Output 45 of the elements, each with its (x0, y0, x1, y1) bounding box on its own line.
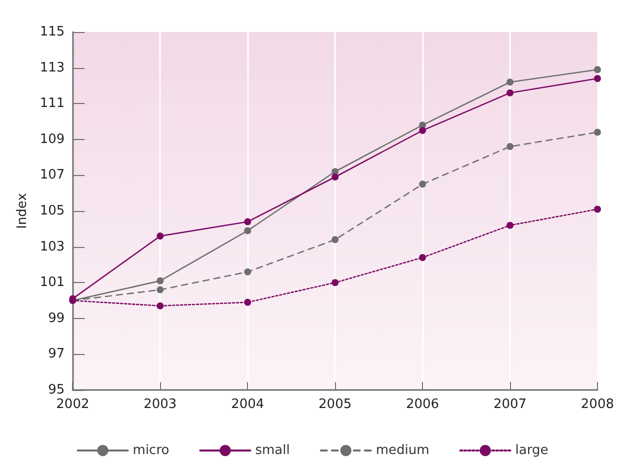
legend-label: micro (132, 443, 170, 458)
y-tick-label: 103 (40, 239, 65, 254)
point (156, 302, 164, 310)
point (594, 128, 601, 136)
x-tick-label: 2003 (144, 397, 177, 412)
legend-label: small (255, 443, 290, 458)
point (332, 279, 339, 286)
point (244, 268, 252, 276)
point (244, 227, 252, 234)
y-tick-label: 113 (40, 60, 65, 76)
point (156, 277, 164, 284)
x-tick-label: 2002 (56, 397, 90, 412)
y-tick-label: 111 (40, 96, 65, 112)
point (594, 206, 601, 213)
x-tick-label: 2008 (580, 397, 614, 412)
y-tick-label: 115 (40, 24, 65, 40)
point (419, 254, 426, 262)
y-axis-title: Index (15, 192, 30, 229)
point (156, 286, 164, 294)
legend-label: medium (376, 443, 430, 458)
point (244, 298, 252, 306)
point (594, 66, 601, 74)
x-tick-label: 2004 (231, 397, 264, 412)
x-tick-label: 2007 (493, 397, 527, 412)
point (332, 236, 339, 244)
x-tick-label: 2005 (318, 397, 352, 412)
point (506, 143, 514, 150)
point (332, 173, 339, 180)
point (506, 78, 514, 86)
y-tick-label: 109 (40, 132, 65, 147)
point (506, 222, 514, 229)
point (506, 89, 514, 96)
point (419, 126, 426, 134)
y-tick-label: 99 (48, 310, 65, 326)
point (156, 232, 164, 240)
y-tick-label: 95 (48, 382, 65, 398)
legend-label: large (515, 443, 548, 458)
y-tick-label: 105 (40, 204, 65, 218)
point (244, 218, 252, 226)
x-tick-label: 2006 (406, 397, 440, 412)
y-tick-label: 107 (40, 168, 65, 183)
point (419, 180, 426, 188)
y-tick-label: 101 (40, 275, 65, 290)
point (594, 75, 601, 82)
y-tick-label: 97 (48, 346, 65, 362)
